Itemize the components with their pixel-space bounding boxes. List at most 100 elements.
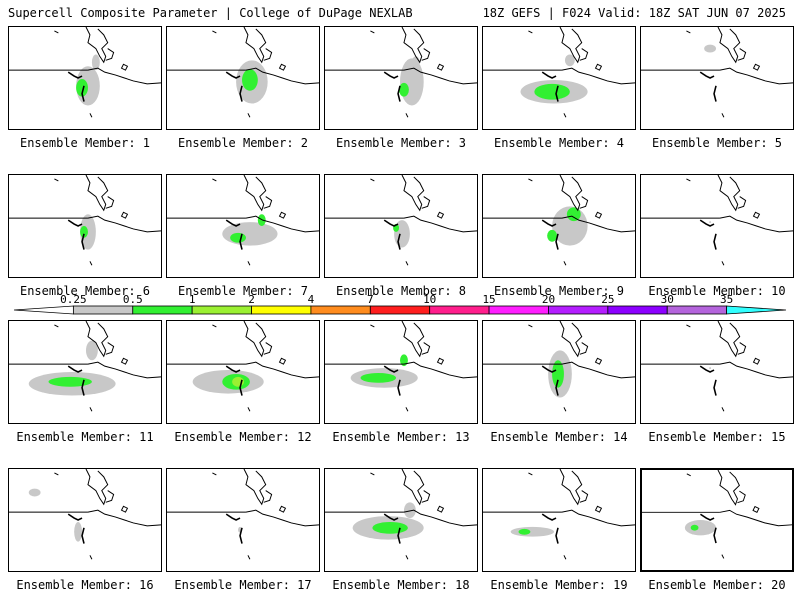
member-caption: Ensemble Member: 6 (19, 284, 151, 298)
ensemble-member-map[interactable] (324, 26, 478, 130)
member-caption: Ensemble Member: 13 (332, 430, 470, 444)
member-caption: Ensemble Member: 8 (335, 284, 467, 298)
ensemble-member-map[interactable] (166, 320, 320, 424)
ensemble-member-map[interactable] (482, 174, 636, 278)
member-map-graphic (167, 175, 319, 266)
member-caption: Ensemble Member: 20 (648, 578, 786, 592)
scp-shading (76, 78, 88, 97)
ensemble-member-map[interactable] (8, 320, 162, 424)
ensemble-member-map[interactable] (8, 468, 162, 572)
color-scale-segment (429, 305, 490, 315)
scp-shading (28, 488, 41, 497)
member-caption: Ensemble Member: 14 (490, 430, 628, 444)
scp-shading (80, 226, 88, 238)
member-caption: Ensemble Member: 12 (174, 430, 312, 444)
scp-shading (403, 502, 416, 519)
member-caption: Ensemble Member: 11 (16, 430, 154, 444)
color-scale-tick-label: 2 (248, 293, 255, 306)
color-scale-tick-label: 1 (188, 293, 196, 306)
color-scale-bar: 0.25 0.5 1 2 4 7 10 15 20 25 30 35 (0, 292, 800, 322)
scp-shading (547, 229, 558, 242)
member-caption: Ensemble Member: 9 (493, 284, 625, 298)
scp-shading (411, 56, 420, 69)
member-map-graphic (325, 469, 477, 560)
ensemble-member-map[interactable] (482, 26, 636, 130)
scp-shading (360, 372, 397, 383)
scp-shading (399, 82, 409, 97)
ensemble-member-map[interactable] (640, 468, 794, 572)
ensemble-member-map[interactable] (640, 26, 794, 130)
ensemble-member-map[interactable] (8, 174, 162, 278)
member-map-graphic (167, 469, 319, 560)
scp-shading (566, 207, 581, 222)
ensemble-member-map[interactable] (8, 26, 162, 130)
color-scale-segment (488, 305, 549, 315)
scp-shading (242, 69, 258, 91)
ensemble-member-map[interactable] (482, 320, 636, 424)
color-scale-tick-label: 4 (307, 293, 315, 306)
color-scale-segment (310, 305, 371, 315)
ensemble-member-map[interactable] (324, 320, 478, 424)
color-scale-tick-label: 30 (660, 293, 674, 306)
scp-shading (91, 54, 100, 71)
scp-shading (690, 524, 699, 531)
ensemble-member-map[interactable] (324, 468, 478, 572)
member-map-graphic (483, 27, 635, 118)
scp-shading (400, 354, 408, 367)
member-map-graphic (167, 321, 319, 412)
scp-shading (230, 232, 246, 243)
color-scale-tick-label: 20 (541, 293, 556, 306)
member-map-graphic (167, 27, 319, 118)
ensemble-member-map[interactable] (482, 468, 636, 572)
color-scale-tick-label: 35 (719, 293, 734, 306)
scp-shading (684, 520, 717, 536)
member-map-graphic (325, 27, 477, 118)
scp-shading (48, 376, 92, 387)
member-map-graphic (641, 27, 793, 118)
color-scale-segment (548, 305, 609, 315)
member-map-graphic (483, 321, 635, 412)
color-scale-segment (13, 305, 74, 315)
color-scale-segment (191, 305, 252, 315)
member-map-graphic (9, 469, 161, 560)
valid-time-title: 18Z GEFS | F024 Valid: 18Z SAT JUN 07 20… (482, 6, 786, 20)
color-scale-segment (132, 305, 193, 315)
ensemble-member-map[interactable] (640, 320, 794, 424)
scp-shading (222, 222, 278, 246)
scp-shading (400, 58, 424, 106)
member-map-graphic (325, 321, 477, 412)
member-map-graphic (483, 469, 635, 560)
color-scale-graphic (13, 305, 787, 315)
scp-shading (85, 340, 98, 361)
color-scale-tick-label: 0.5 (122, 293, 143, 306)
member-caption: Ensemble Member: 1 (19, 136, 151, 150)
member-caption: Ensemble Member: 19 (490, 578, 628, 592)
scp-shading (709, 221, 712, 224)
color-scale-segment (666, 305, 728, 315)
member-map-graphic (9, 321, 161, 412)
ensemble-member-map[interactable] (324, 174, 478, 278)
ensemble-member-map[interactable] (166, 174, 320, 278)
member-caption: Ensemble Member: 16 (16, 578, 154, 592)
ensemble-member-map[interactable] (166, 26, 320, 130)
color-scale-tick-label: 7 (366, 293, 374, 306)
scp-shading (74, 521, 83, 542)
scp-shading (372, 521, 408, 534)
member-map-graphic (483, 175, 635, 266)
color-scale-tick-label: 25 (601, 293, 615, 306)
member-caption: Ensemble Member: 5 (651, 136, 783, 150)
member-map-graphic (9, 175, 161, 266)
member-caption: Ensemble Member: 4 (493, 136, 625, 150)
member-caption: Ensemble Member: 3 (335, 136, 467, 150)
scp-shading (564, 54, 575, 67)
member-map-graphic (641, 175, 793, 266)
color-scale-segment (251, 305, 312, 315)
scp-shading (518, 528, 531, 535)
member-map-graphic (641, 321, 793, 412)
member-caption: Ensemble Member: 7 (177, 284, 309, 298)
ensemble-member-map[interactable] (640, 174, 794, 278)
member-map-graphic (642, 470, 792, 559)
color-scale-tick-label: 0.25 (60, 293, 87, 306)
ensemble-member-map[interactable] (166, 468, 320, 572)
